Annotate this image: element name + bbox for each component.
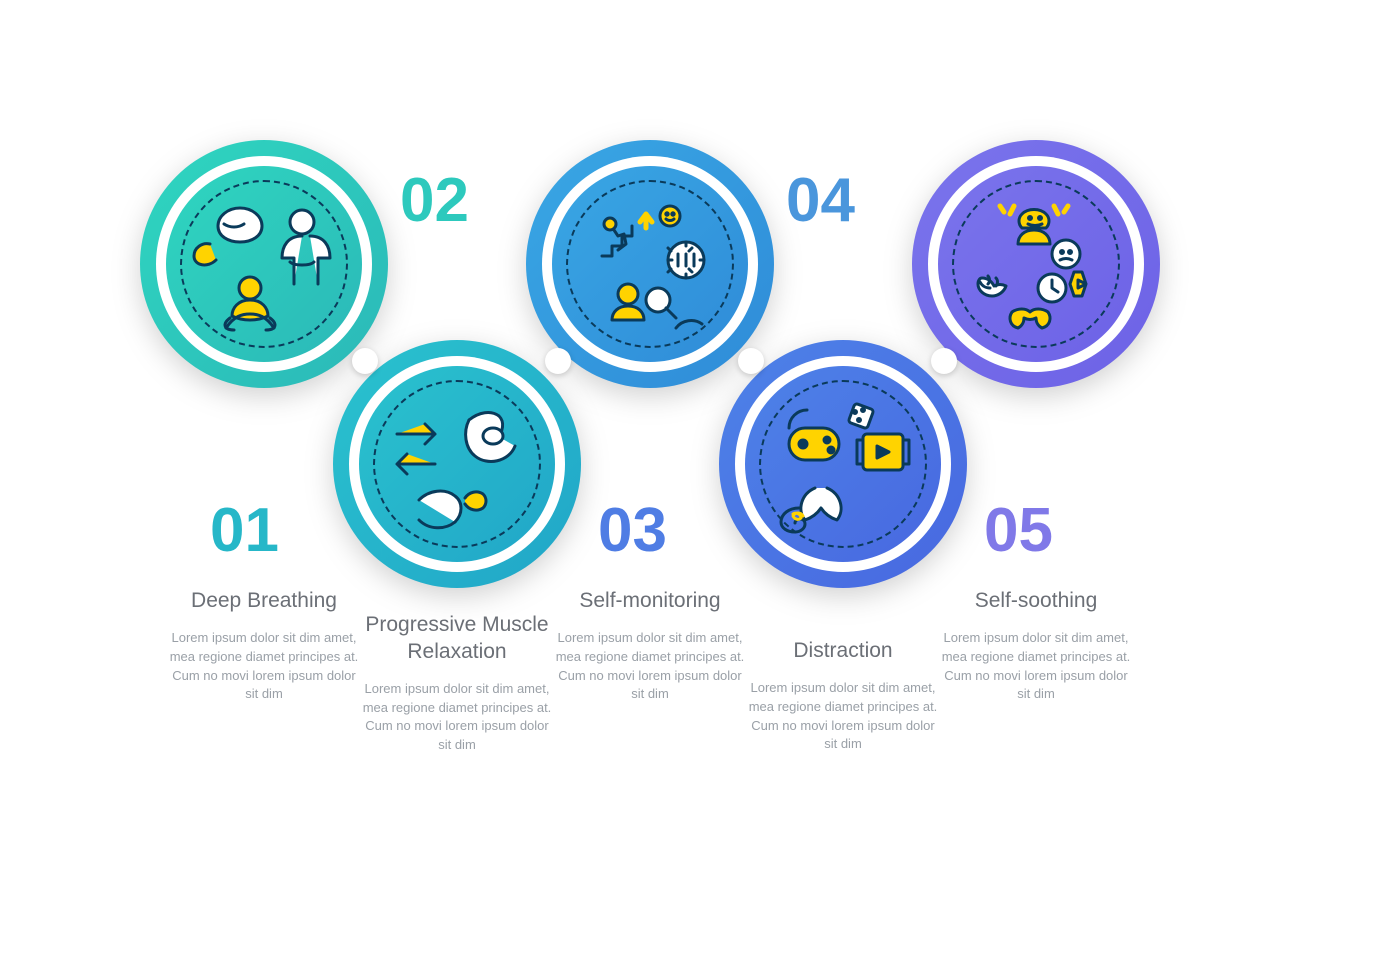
step-circle-4 — [719, 340, 967, 588]
step-text-column: Self-soothing Lorem ipsum dolor sit dim a… — [936, 588, 1136, 704]
muscle-icon — [373, 380, 541, 548]
infographic-stage: 02 01 04 03 05 Deep Breathing Lorem ipsum dolo… — [0, 0, 1397, 980]
step-text-column: Progressive Muscle Relaxation Lorem ipsum… — [357, 612, 557, 755]
step-text-column: Distraction Lorem ipsum dolor sit dim ame… — [743, 638, 943, 754]
step-number: 01 — [210, 500, 279, 562]
step-body: Lorem ipsum dolor sit dim amet, mea regi… — [550, 629, 750, 704]
breathing-icon — [180, 180, 348, 348]
step-number: 05 — [984, 500, 1053, 562]
step-title: Self-soothing — [936, 588, 1136, 615]
soothe-icon — [952, 180, 1120, 348]
step-body: Lorem ipsum dolor sit dim amet, mea regi… — [164, 629, 364, 704]
step-title: Progressive Muscle Relaxation — [357, 612, 557, 666]
connector-dot — [931, 348, 957, 374]
step-circle-1 — [140, 140, 388, 388]
step-body: Lorem ipsum dolor sit dim amet, mea regi… — [936, 629, 1136, 704]
step-body: Lorem ipsum dolor sit dim amet, mea regi… — [357, 680, 557, 755]
monitor-icon — [566, 180, 734, 348]
connector-dot — [738, 348, 764, 374]
step-title: Deep Breathing — [164, 588, 364, 615]
connector-dot — [545, 348, 571, 374]
step-text-column: Deep Breathing Lorem ipsum dolor sit dim … — [164, 588, 364, 704]
step-circle-2 — [333, 340, 581, 588]
step-number: 03 — [598, 500, 667, 562]
step-number: 04 — [786, 170, 855, 232]
distraction-icon — [759, 380, 927, 548]
step-text-column: Self-monitoring Lorem ipsum dolor sit dim… — [550, 588, 750, 704]
connector-dot — [352, 348, 378, 374]
step-body: Lorem ipsum dolor sit dim amet, mea regi… — [743, 679, 943, 754]
step-title: Self-monitoring — [550, 588, 750, 615]
step-title: Distraction — [743, 638, 943, 665]
step-number: 02 — [400, 170, 469, 232]
